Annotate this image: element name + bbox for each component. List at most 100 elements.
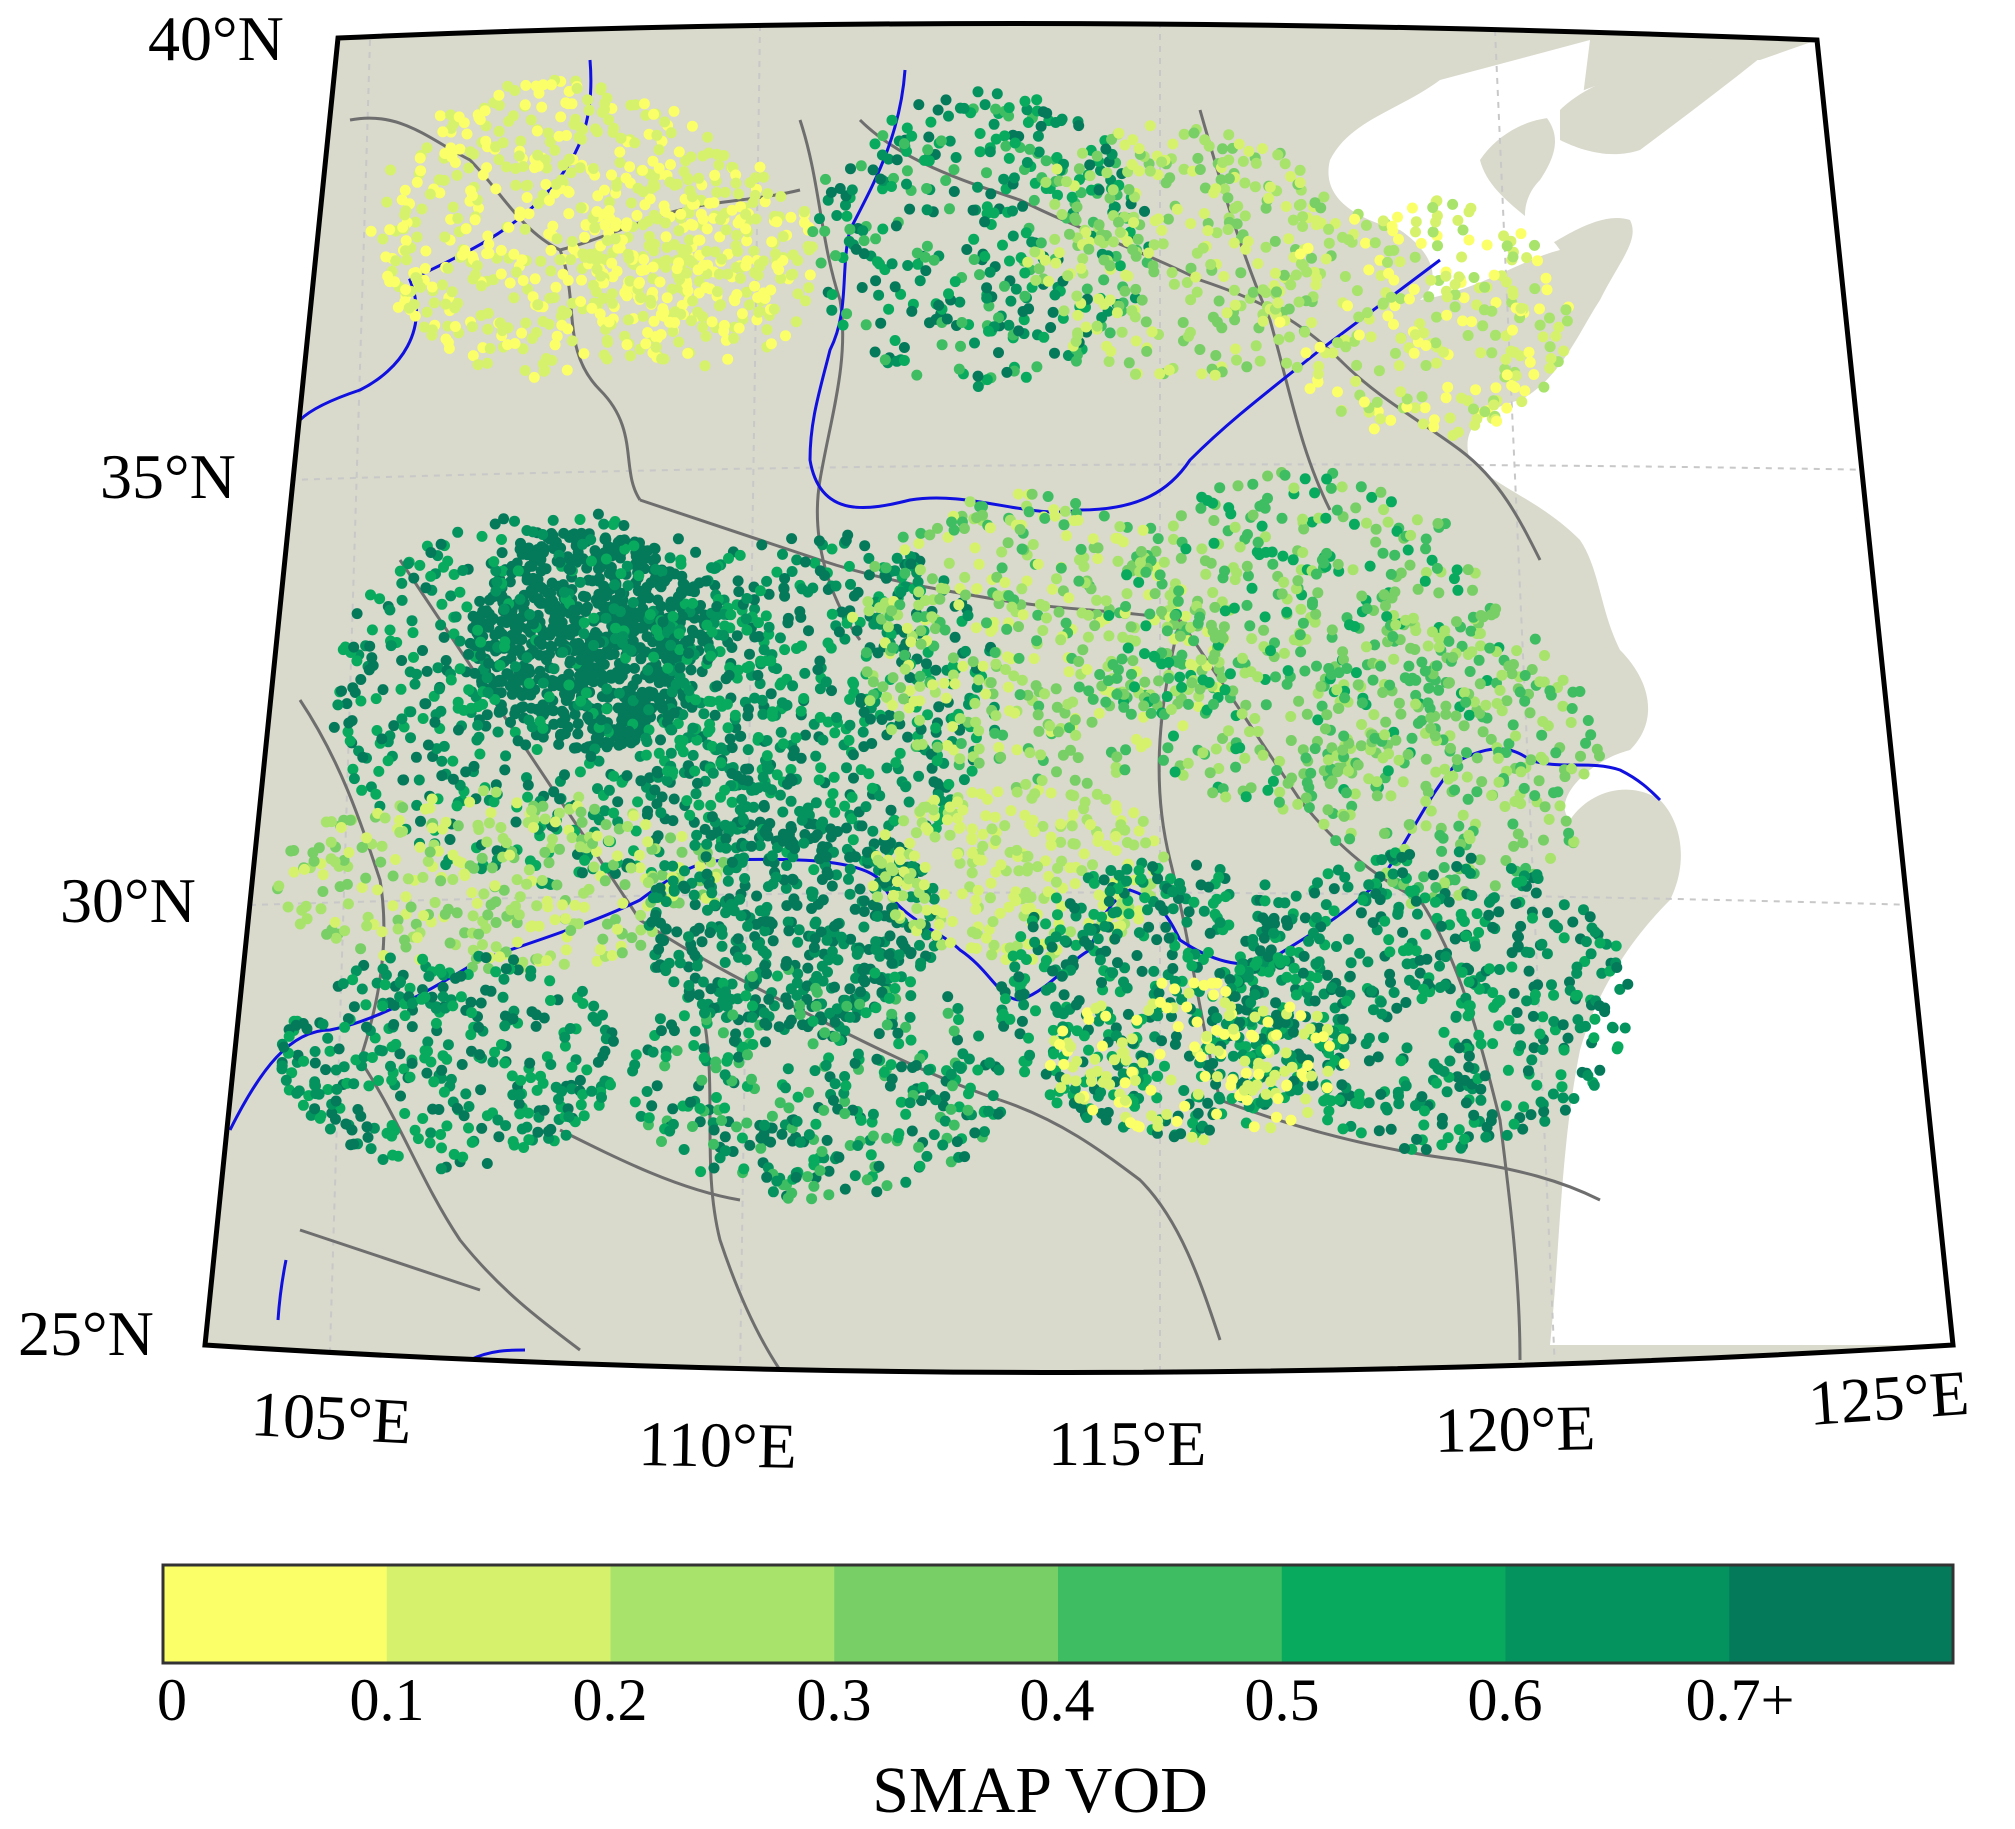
vod-point (657, 616, 669, 628)
vod-point (1544, 362, 1556, 374)
vod-point (473, 731, 485, 743)
vod-point (1178, 128, 1190, 140)
vod-point (967, 656, 979, 668)
vod-point (1358, 396, 1370, 408)
vod-point (559, 728, 571, 740)
vod-point (1442, 773, 1454, 785)
vod-point (399, 184, 411, 196)
vod-point (617, 897, 629, 909)
vod-point (578, 628, 590, 639)
vod-point (930, 664, 942, 676)
vod-point (664, 552, 676, 564)
vod-point (1467, 584, 1478, 596)
vod-point (489, 629, 501, 641)
vod-point (721, 698, 733, 710)
vod-point (687, 749, 699, 761)
vod-point (489, 880, 501, 892)
vod-point (472, 359, 484, 371)
vod-point (736, 308, 748, 320)
vod-point (1163, 364, 1175, 376)
vod-point (820, 676, 832, 688)
vod-point (877, 130, 889, 142)
vod-point (387, 870, 399, 882)
vod-point (298, 863, 310, 875)
vod-point (890, 220, 902, 232)
vod-point (646, 182, 658, 194)
vod-point (445, 122, 457, 134)
vod-point (686, 120, 698, 132)
vod-point (1545, 852, 1556, 864)
vod-point (1172, 595, 1184, 607)
vod-point (385, 640, 397, 652)
vod-point (1550, 330, 1562, 342)
vod-point (1313, 360, 1325, 372)
vod-point (979, 216, 991, 228)
vod-point (601, 92, 613, 104)
vod-point (1321, 473, 1333, 485)
vod-point (1133, 165, 1145, 177)
vod-point (681, 795, 693, 807)
vod-point (493, 99, 505, 111)
vod-point (1049, 347, 1060, 359)
vod-point (477, 605, 489, 617)
vod-point (1405, 642, 1417, 654)
vod-point (1458, 292, 1470, 304)
vod-point (308, 855, 320, 867)
vod-point (1161, 691, 1173, 702)
vod-point (1320, 253, 1332, 265)
vod-point (1420, 340, 1432, 351)
vod-point (1385, 291, 1397, 303)
vod-point (405, 901, 417, 913)
vod-point (1114, 521, 1126, 533)
vod-point (735, 803, 747, 815)
vod-point (826, 543, 838, 555)
vod-point (684, 185, 696, 197)
vod-point (608, 603, 620, 615)
vod-point (1009, 707, 1021, 719)
vod-point (417, 645, 428, 656)
vod-point (1388, 653, 1400, 665)
vod-point (1056, 209, 1068, 220)
vod-point (733, 188, 744, 200)
vod-point (1197, 674, 1209, 686)
vod-point (690, 788, 702, 800)
vod-point (725, 609, 737, 621)
vod-point (1550, 747, 1562, 759)
vod-point (841, 762, 852, 774)
vod-point (723, 552, 734, 564)
vod-point (844, 223, 856, 235)
vod-point (1041, 612, 1052, 624)
vod-point (642, 836, 654, 848)
vod-point (601, 683, 613, 695)
vod-point (627, 597, 639, 608)
vod-point (611, 265, 623, 277)
vod-point (1369, 237, 1381, 249)
vod-point (563, 186, 575, 198)
vod-point (458, 868, 470, 880)
vod-point (1565, 717, 1577, 728)
vod-point (1190, 271, 1202, 283)
vod-point (1217, 632, 1229, 644)
vod-point (730, 169, 742, 181)
vod-point (1149, 215, 1161, 227)
vod-point (1284, 331, 1295, 343)
vod-point (1047, 306, 1059, 318)
vod-point (424, 188, 436, 200)
vod-point (490, 565, 502, 577)
vod-point (482, 909, 494, 921)
vod-point (582, 601, 593, 613)
vod-point (517, 343, 529, 355)
vod-point (554, 556, 566, 568)
vod-point (914, 695, 926, 707)
vod-point (1108, 201, 1120, 213)
vod-point (451, 169, 463, 181)
vod-point (1455, 392, 1467, 404)
vod-point (1111, 307, 1123, 319)
vod-point (752, 269, 764, 281)
vod-point (813, 774, 825, 786)
vod-point (1491, 415, 1503, 427)
vod-point (483, 657, 495, 669)
vod-point (1492, 752, 1504, 764)
vod-point (925, 116, 937, 128)
vod-point (702, 726, 714, 738)
